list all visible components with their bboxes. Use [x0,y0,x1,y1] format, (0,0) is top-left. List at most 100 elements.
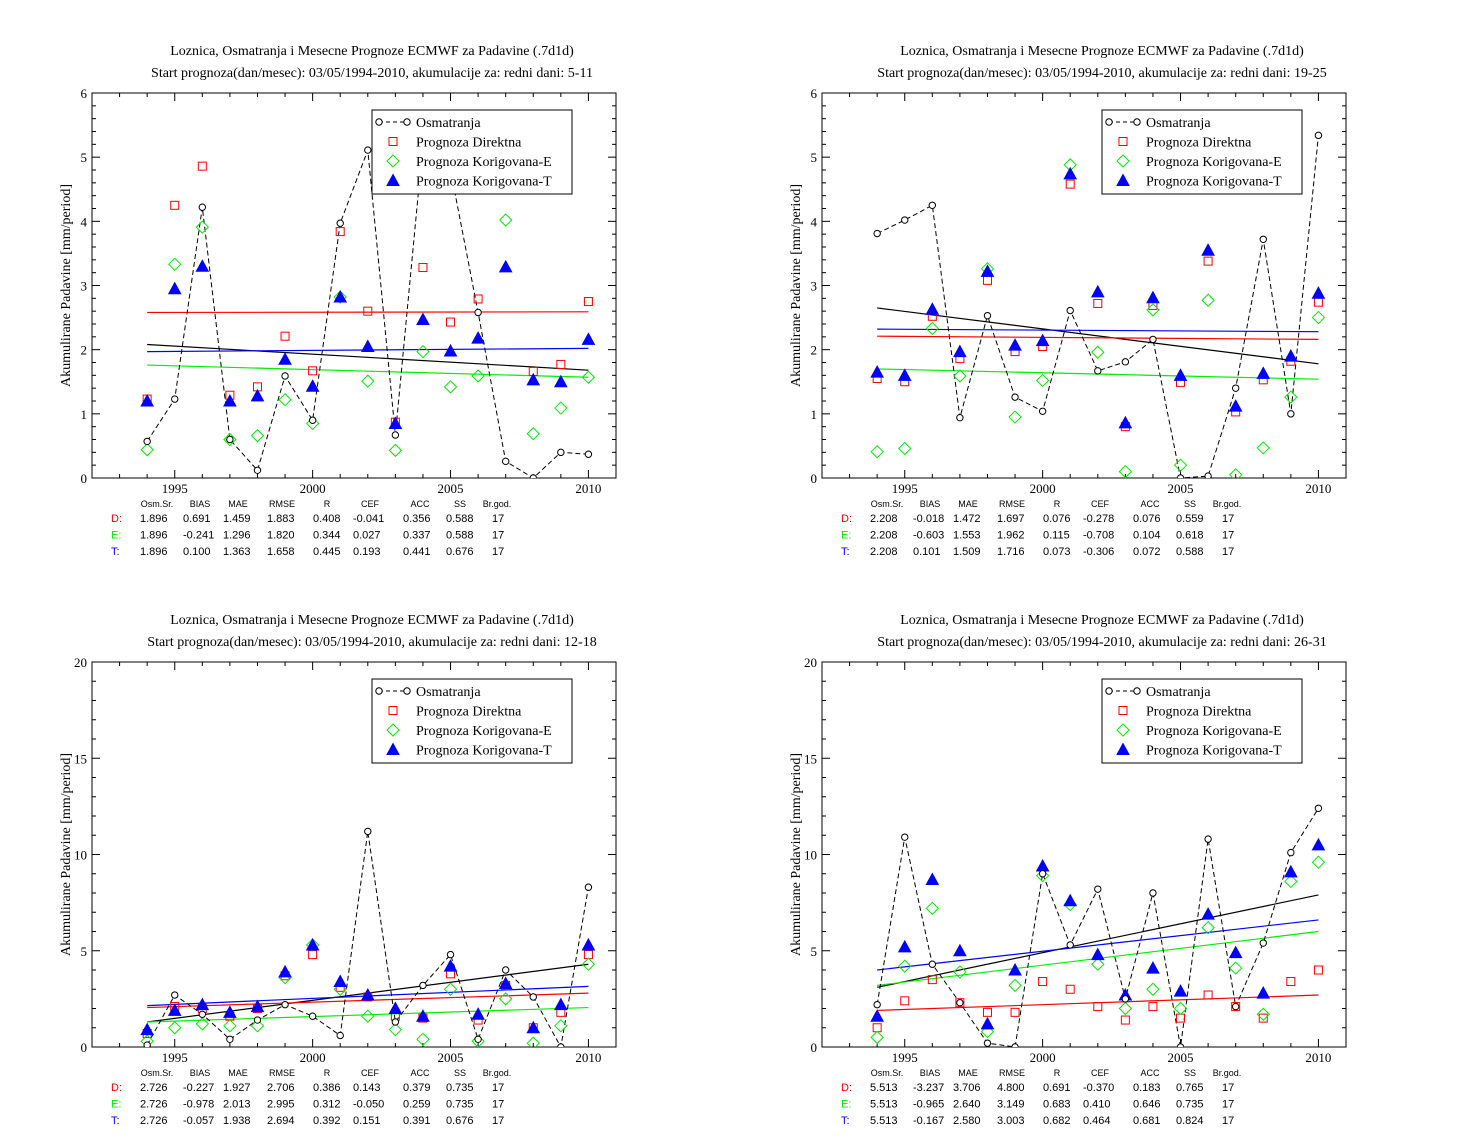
data-point-s3 [1228,945,1243,959]
data-point-s0 [1011,393,1019,401]
stats-header: RMSE [269,499,295,509]
y-tick-label: 3 [81,279,88,294]
data-point-s1 [280,331,290,341]
stats-value: 17 [1222,1082,1234,1094]
stats-value: -0.050 [353,1099,384,1111]
data-point-s0 [446,950,455,959]
stats-value: 0.259 [403,1099,431,1111]
legend-label: Osmatranja [1146,116,1211,131]
stats-value: 0.445 [313,546,341,558]
data-point-s1 [556,359,566,369]
stats-value: 17 [492,546,504,558]
data-point-s3 [140,393,155,407]
legend-marker [388,706,398,715]
data-point-s0 [529,993,537,1001]
stats-value: 0.618 [1176,530,1204,542]
stats-value: 0.183 [1133,1082,1161,1094]
legend: Osmatranja Prognoza Direktna Prognoza Kori… [1101,678,1303,764]
stats-header: BIAS [190,499,211,509]
data-point-s3 [1008,962,1022,976]
data-point-s0 [1038,870,1047,878]
y-tick-label: 5 [811,944,818,959]
data-point-s2 [416,344,430,359]
stats-header: SS [1184,1068,1196,1078]
data-point-s3 [498,259,513,273]
data-point-s0 [143,437,151,446]
chart-title: Loznica, Osmatranja i Mesecne Prognoze E… [900,613,1304,628]
stats-value: 2.208 [870,546,898,558]
data-point-s0 [198,1010,207,1018]
trend-line-2 [147,1006,589,1023]
data-point-s2 [195,1017,210,1031]
data-point-s3 [953,344,967,358]
stats-value: -0.241 [183,530,214,542]
stats-value: 2.706 [267,1082,295,1094]
stats-value: 17 [492,530,504,542]
stats-value: 0.076 [1133,513,1161,525]
data-point-s3 [553,374,568,388]
stats-value: 2.726 [140,1115,168,1127]
data-point-s1 [1203,990,1213,1000]
stats-value: 5.513 [870,1082,898,1094]
stats-value: 2.640 [953,1099,981,1111]
chart-panel-4: Loznica, Osmatranja i Mesecne Prognoze E… [789,613,1347,1127]
stats-value: 1.716 [997,546,1025,558]
stats-header: ACC [410,1068,430,1078]
data-point-s2 [498,992,513,1006]
y-tick-label: 20 [74,655,87,670]
stats-header: Br.god. [483,499,512,509]
stats-value: 2.995 [267,1099,295,1111]
data-point-s0 [983,1039,992,1047]
data-point-s0 [956,999,964,1007]
data-point-s0 [1094,885,1102,893]
stats-value: -0.965 [913,1099,944,1111]
stats-header: Br.god. [1213,1068,1242,1078]
data-point-s2 [195,220,210,234]
stats-value: 0.151 [353,1115,381,1127]
y-tick-label: 0 [81,1040,88,1055]
data-point-s1 [900,996,910,1006]
data-point-s0 [928,960,937,968]
data-point-s3 [1228,399,1243,412]
trend-line-2 [147,364,589,378]
data-point-s3 [333,974,348,988]
plot-area [870,804,1326,1047]
stats-header: SS [454,1068,466,1078]
stats-value: 0.588 [1176,546,1204,558]
data-point-s0 [557,1043,565,1047]
data-point-s0 [308,1012,317,1020]
data-point-s0 [1287,848,1295,857]
data-point-s0 [143,1041,151,1047]
stats-value: 0.076 [1043,513,1071,525]
legend-marker [386,173,400,186]
x-tick-label: 2010 [575,481,601,496]
data-point-s0 [1287,410,1295,418]
y-tick-label: 0 [81,471,88,486]
stats-value: 0.073 [1043,546,1071,558]
data-point-s0 [253,1016,262,1024]
x-tick-label: 2010 [1305,1050,1331,1065]
data-point-s3 [360,987,375,1001]
data-point-s2 [1091,345,1105,359]
data-point-s2 [416,1032,430,1047]
data-point-s0 [253,466,262,474]
stats-value: 0.101 [913,546,941,558]
legend-label: Osmatranja [416,685,481,700]
data-point-s2 [898,959,912,973]
stats-value: 0.391 [403,1115,431,1127]
stats-header: MAE [958,1068,978,1078]
stats-header: BIAS [920,499,941,509]
stats-header: Br.god. [483,1068,512,1078]
data-point-s2 [1035,868,1050,883]
stats-value: -0.057 [183,1115,214,1127]
data-point-s1 [1065,984,1075,994]
data-point-s3 [333,290,348,303]
data-point-s3 [471,1007,485,1020]
data-point-s1 [1093,1002,1103,1012]
data-point-s3 [443,959,458,972]
stats-value: 4.800 [997,1082,1025,1094]
data-point-s1 [418,263,428,273]
y-tick-label: 15 [74,751,87,766]
legend-marker [1116,173,1130,186]
